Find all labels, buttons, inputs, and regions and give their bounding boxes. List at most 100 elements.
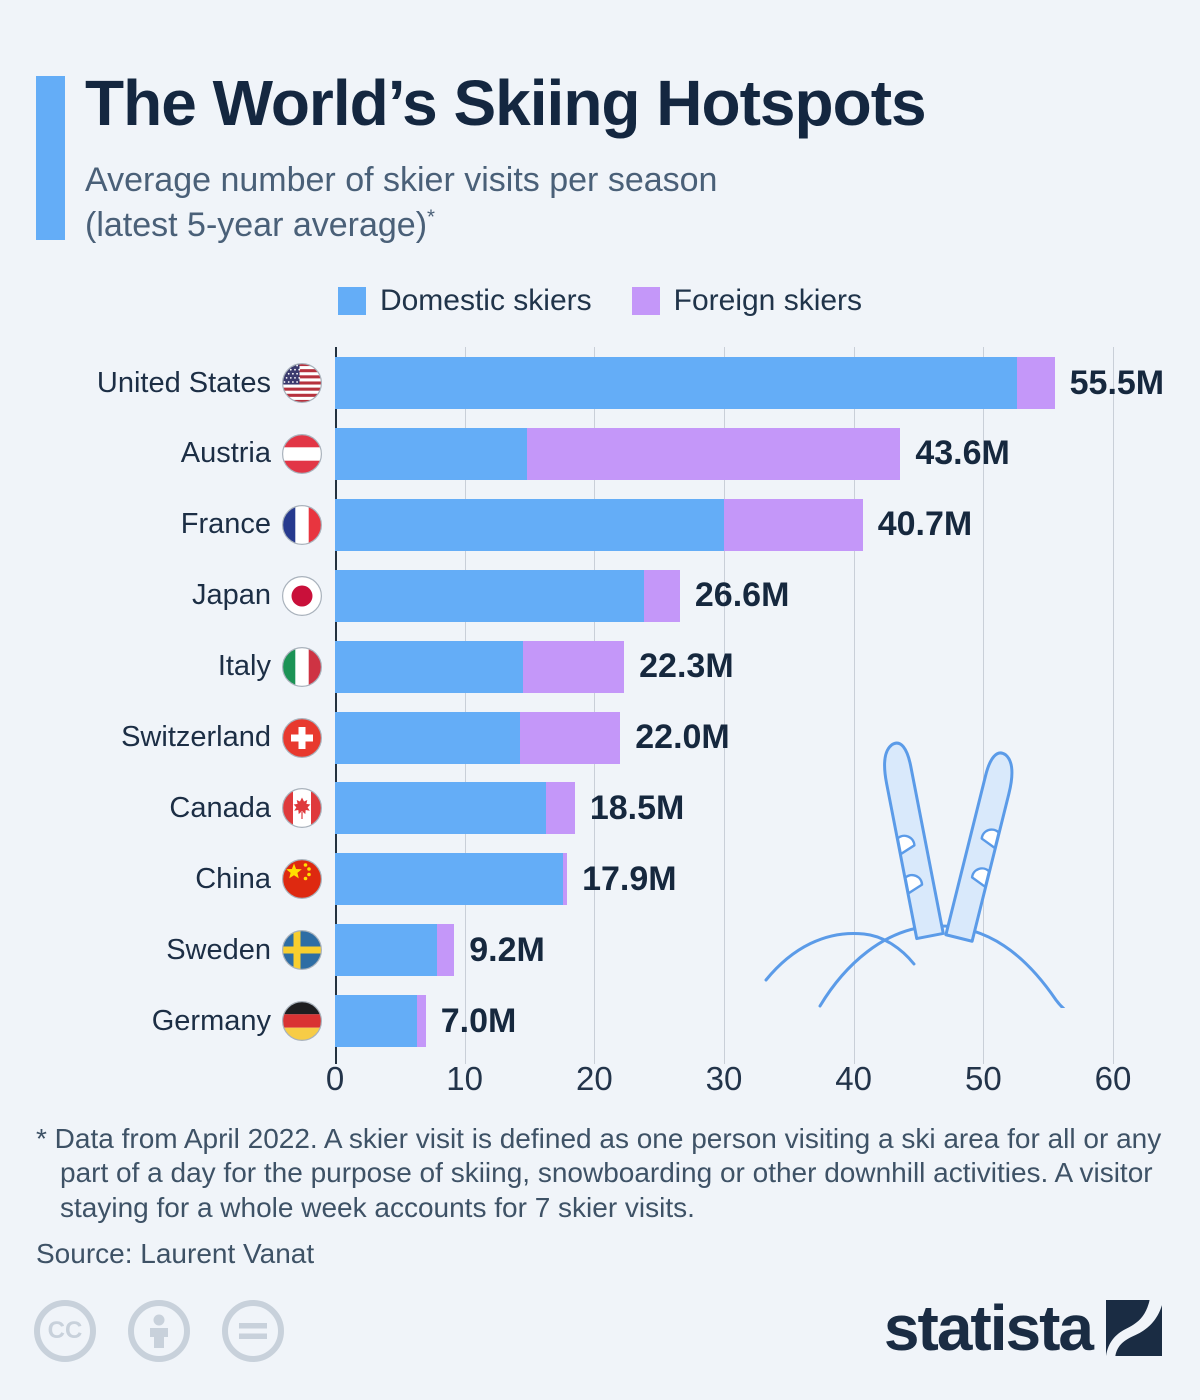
value-label: 22.3M (639, 647, 734, 686)
value-label: 17.9M (582, 859, 677, 898)
domestic-bar-segment (335, 357, 1018, 409)
chart-legend: Domestic skiers Foreign skiers (0, 284, 1200, 318)
france-flag-icon (282, 504, 322, 545)
domestic-bar-segment (335, 711, 521, 764)
value-label: 55.5M (1069, 363, 1165, 402)
country-label: Sweden (166, 933, 271, 966)
domestic-bar-segment (335, 569, 644, 622)
stacked-bar (335, 782, 575, 835)
stacked-bar (335, 357, 1055, 409)
stacked-bar (335, 711, 621, 764)
germany-flag-icon (282, 1001, 322, 1042)
domestic-bar-segment (335, 995, 417, 1048)
legend-label-foreign: Foreign skiers (673, 284, 863, 317)
value-label: 43.6M (915, 434, 1010, 473)
foreign-bar-segment (643, 569, 680, 622)
country-label: United States (96, 366, 271, 399)
chart-row-france: France 40.7M (0, 498, 1200, 551)
switzerland-flag-icon (282, 717, 322, 758)
stacked-bar (335, 640, 625, 693)
canada-flag-icon (282, 788, 322, 829)
domestic-bar-segment (335, 853, 564, 906)
china-flag-icon (282, 859, 322, 900)
stacked-bar (335, 498, 863, 551)
chart-subtitle: Average number of skier visits per seaso… (85, 158, 717, 248)
value-label: 18.5M (589, 788, 685, 827)
x-tick-label: 60 (1094, 1060, 1132, 1097)
footnote-text: * Data from April 2022. A skier visit is… (36, 1123, 1162, 1223)
foreign-bar-segment (520, 711, 621, 764)
chart-row-sweden: Sweden 9.2M (0, 924, 1200, 977)
domestic-bar-segment (335, 498, 724, 551)
stacked-bar (335, 853, 568, 906)
us-flag-icon (282, 363, 322, 403)
x-axis: 0 10 20 30 40 50 60 (0, 1060, 1200, 1100)
bar-chart: United States 55.5M Austria 43.6M France… (0, 345, 1200, 1068)
statista-logo: statista (884, 1296, 1162, 1360)
chart-row-japan: Japan 26.6M (0, 569, 1200, 622)
italy-flag-icon (282, 646, 322, 687)
page-title: The World’s Skiing Hotspots (85, 67, 927, 139)
foreign-bar-segment (437, 924, 455, 977)
stacked-bar (335, 995, 426, 1048)
legend-item-foreign: Foreign skiers (631, 284, 863, 318)
japan-flag-icon (282, 575, 322, 616)
statista-wordmark: statista (883, 1292, 1094, 1364)
cc-attribution-icon (128, 1300, 190, 1362)
chart-row-united-states: United States 55.5M (0, 357, 1200, 409)
subtitle-line2: (latest 5-year average) (85, 205, 428, 244)
statista-logo-icon (1106, 1300, 1162, 1356)
stacked-bar (335, 569, 680, 622)
chart-row-germany: Germany 7.0M (0, 995, 1200, 1048)
legend-item-domestic: Domestic skiers (337, 284, 592, 318)
x-tick-label: 30 (705, 1060, 743, 1097)
x-tick-label: 10 (446, 1060, 484, 1097)
chart-row-china: China 17.9M (0, 853, 1200, 906)
x-tick-label: 40 (835, 1060, 873, 1097)
value-label: 9.2M (469, 930, 545, 969)
source-text: Source: Laurent Vanat (36, 1238, 315, 1269)
foreign-swatch-icon (631, 287, 660, 315)
chart-row-italy: Italy 22.3M (0, 640, 1200, 693)
domestic-bar-segment (335, 782, 547, 835)
country-label: China (195, 862, 271, 895)
title-accent-bar (36, 76, 65, 240)
value-label: 40.7M (877, 505, 973, 544)
cc-no-derivs-icon (222, 1300, 284, 1362)
value-label: 22.0M (635, 718, 730, 756)
foreign-bar-segment (416, 995, 426, 1048)
country-label: Austria (180, 437, 271, 470)
sweden-flag-icon (282, 930, 322, 971)
x-tick-label: 50 (964, 1060, 1002, 1097)
country-label: Japan (191, 579, 271, 612)
value-label: 7.0M (440, 1001, 517, 1040)
country-label: Switzerland (121, 721, 271, 753)
country-label: Germany (151, 1004, 271, 1037)
foreign-bar-segment (563, 853, 568, 906)
stacked-bar (335, 427, 901, 480)
domestic-bar-segment (335, 924, 438, 977)
chart-row-canada: Canada 18.5M (0, 782, 1200, 835)
x-tick-label: 0 (325, 1060, 345, 1097)
country-label: Italy (217, 650, 271, 683)
ski-in-snow-illustration (764, 741, 1066, 1008)
domestic-bar-segment (335, 427, 527, 480)
chart-row-austria: Austria 43.6M (0, 427, 1200, 480)
cc-license-icon: CC (34, 1300, 96, 1362)
foreign-bar-segment (546, 782, 575, 835)
chart-row-switzerland: Switzerland 22.0M (0, 711, 1200, 764)
x-tick-label: 20 (575, 1060, 613, 1097)
value-label: 26.6M (694, 576, 790, 615)
stacked-bar (335, 924, 455, 977)
footnote-marker: * (427, 206, 435, 229)
domestic-swatch-icon (337, 287, 366, 315)
foreign-bar-segment (523, 640, 625, 693)
creative-commons-icons: CC (34, 1300, 284, 1362)
country-label: Canada (169, 791, 271, 824)
foreign-bar-segment (526, 427, 901, 480)
austria-flag-icon (282, 433, 322, 474)
foreign-bar-segment (724, 498, 863, 551)
domestic-bar-segment (335, 640, 524, 693)
foreign-bar-segment (1017, 357, 1055, 409)
legend-label-domestic: Domestic skiers (379, 284, 592, 317)
